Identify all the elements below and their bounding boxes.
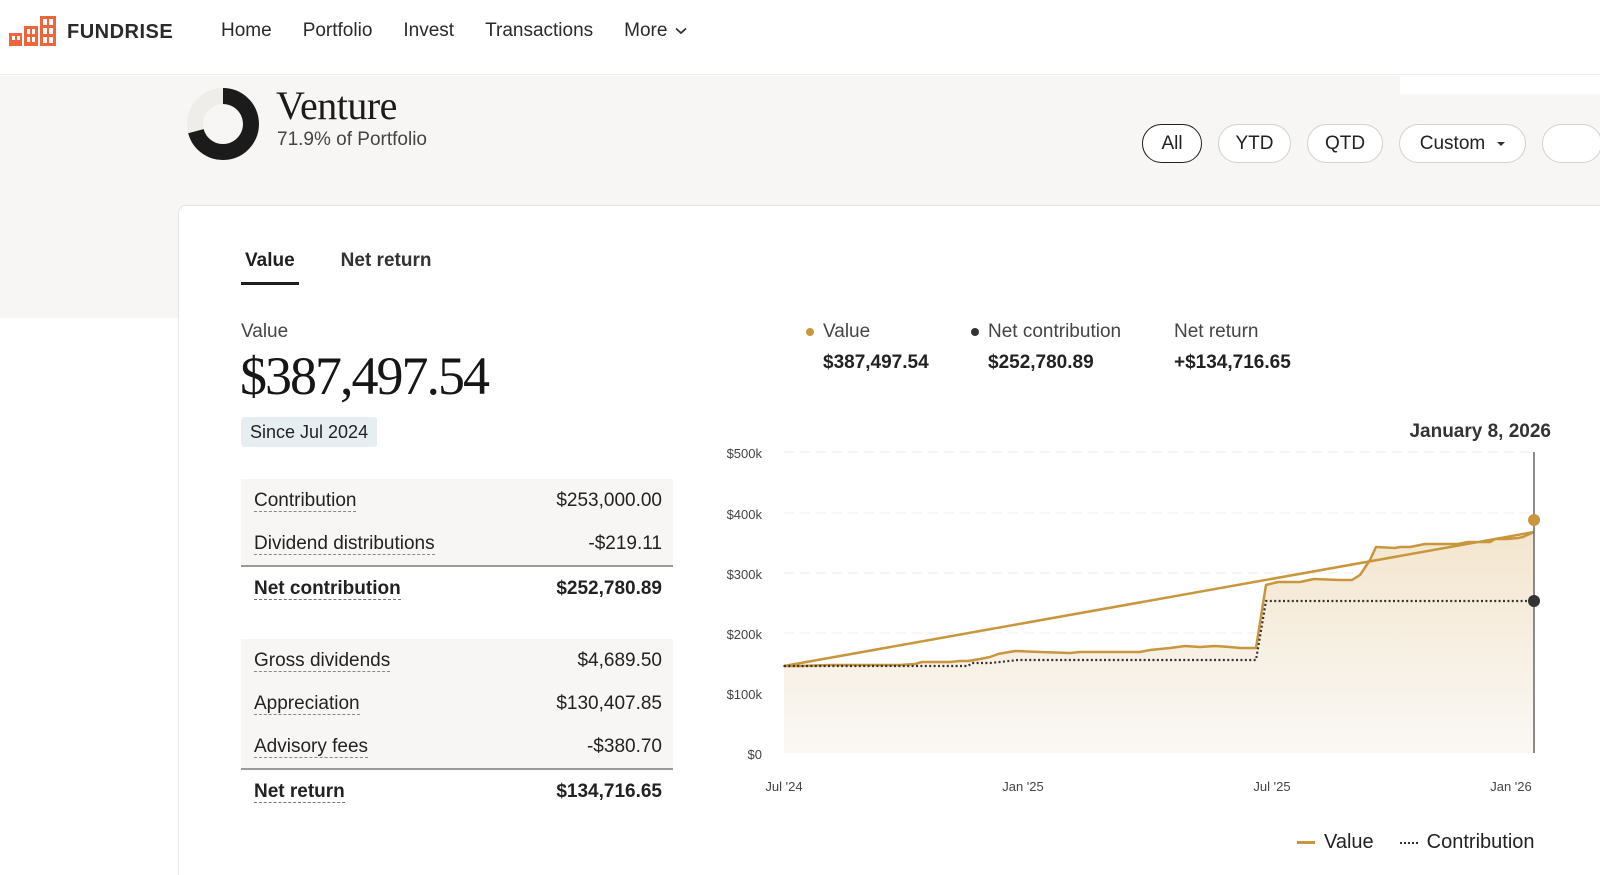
value-chart[interactable]: $500k $400k $300k $200k $100k $0 Jul '24… (700, 410, 1600, 875)
nav-more-label: More (624, 20, 668, 41)
svg-text:Jul '25: Jul '25 (1253, 779, 1290, 794)
return-group: Gross dividends $4,689.50 Appreciation $… (241, 639, 673, 768)
net-return-value: $134,716.65 (556, 780, 662, 802)
since-badge: Since Jul 2024 (241, 417, 378, 447)
contribution-value: $253,000.00 (556, 489, 662, 511)
y-axis-labels: $500k $400k $300k $200k $100k $0 (727, 446, 763, 762)
contribution-group: Contribution $253,000.00 Dividend distri… (241, 479, 673, 565)
legend-contribution[interactable]: Contribution (1399, 831, 1535, 854)
value-line (782, 530, 1536, 668)
legend-contribution-label: Contribution (1426, 831, 1535, 853)
table-row: Appreciation $130,407.85 (241, 682, 673, 725)
dotted-line-icon (1399, 841, 1418, 844)
value-label: Value (241, 321, 289, 342)
svg-text:Jan '25: Jan '25 (1002, 779, 1044, 794)
band-notch (1400, 76, 1600, 94)
table-row-total: Net contribution $252,780.89 (241, 565, 673, 610)
filter-ytd[interactable]: YTD (1218, 124, 1291, 163)
stat-net-return-label: Net return (1174, 321, 1259, 342)
x-axis-labels: Jul '24 Jan '25 Jul '25 Jan '26 (765, 779, 1531, 794)
return-table: Gross dividends $4,689.50 Appreciation $… (241, 639, 673, 813)
table-row: Advisory fees -$380.70 (241, 725, 673, 768)
table-row: Contribution $253,000.00 (241, 479, 673, 522)
solid-line-icon (1297, 841, 1315, 844)
chevron-down-icon (675, 27, 688, 35)
net-contribution-label[interactable]: Net contribution (254, 577, 401, 600)
value-area (784, 532, 1534, 753)
net-return-label[interactable]: Net return (254, 780, 345, 803)
time-range-filters: All YTD QTD Custom (1142, 124, 1600, 163)
stat-value-amount: $387,497.54 (823, 352, 929, 373)
table-row: Gross dividends $4,689.50 (241, 639, 673, 682)
stat-net-return-amount: +$134,716.65 (1174, 352, 1291, 373)
advisory-fees-value: -$380.70 (586, 735, 662, 757)
chart-legend: Value Contribution (1297, 831, 1535, 854)
dividend-distributions-label[interactable]: Dividend distributions (254, 532, 435, 555)
svg-text:$100k: $100k (727, 687, 763, 702)
tab-value[interactable]: Value (241, 250, 299, 285)
filter-ytd-label: YTD (1235, 132, 1274, 154)
appreciation-label[interactable]: Appreciation (254, 692, 360, 715)
filter-qtd[interactable]: QTD (1307, 124, 1383, 163)
top-nav: FUNDRISE Home Portfolio Invest Transacti… (0, 0, 1600, 75)
nav-more[interactable]: More (624, 20, 688, 42)
fundrise-logo[interactable]: FUNDRISE (9, 16, 173, 48)
svg-text:$400k: $400k (727, 507, 763, 522)
nav-invest[interactable]: Invest (403, 20, 455, 41)
nav-transactions[interactable]: Transactions (485, 20, 594, 41)
svg-text:Jan '26: Jan '26 (1490, 779, 1532, 794)
stat-net-return: Net return +$134,716.65 (1174, 321, 1291, 374)
gross-dividends-label[interactable]: Gross dividends (254, 649, 391, 672)
value-dot-icon (806, 328, 814, 336)
chart-stats: Value $387,497.54 Net contribution $252,… (806, 321, 1331, 374)
net-contribution-value: $252,780.89 (556, 577, 662, 599)
svg-text:$300k: $300k (727, 567, 763, 582)
appreciation-value: $130,407.85 (556, 692, 662, 714)
filter-custom-label: Custom (1419, 132, 1486, 154)
tab-net-return[interactable]: Net return (340, 250, 432, 271)
chart-tabs: Value Net return (241, 250, 473, 285)
contribution-label[interactable]: Contribution (254, 489, 357, 512)
stat-net-contribution-label: Net contribution (988, 321, 1122, 342)
main-nav: Home Portfolio Invest Transactions More (221, 20, 718, 42)
contribution-dot-icon (971, 328, 979, 336)
portfolio-share-donut-icon (187, 88, 259, 160)
contribution-line (784, 599, 1534, 668)
value-marker-icon (1528, 514, 1540, 526)
buildings-logo-icon (9, 16, 56, 46)
hover-date: January 8, 2026 (1409, 421, 1551, 442)
filter-all[interactable]: All (1142, 124, 1202, 163)
legend-value[interactable]: Value (1297, 831, 1374, 854)
portfolio-share-text: 71.9% of Portfolio (277, 129, 427, 150)
filter-all-label: All (1161, 132, 1183, 154)
stat-value: Value $387,497.54 (806, 321, 931, 374)
value-amount: $387,497.54 (240, 346, 490, 406)
advisory-fees-label[interactable]: Advisory fees (254, 735, 369, 758)
nav-home[interactable]: Home (221, 20, 272, 41)
table-row-total: Net return $134,716.65 (241, 768, 673, 813)
svg-text:$200k: $200k (727, 627, 763, 642)
stat-net-contribution: Net contribution $252,780.89 (971, 321, 1134, 374)
svg-text:$500k: $500k (727, 446, 763, 461)
legend-value-label: Value (1324, 831, 1374, 853)
gross-dividends-value: $4,689.50 (577, 649, 662, 671)
table-row: Dividend distributions -$219.11 (241, 522, 673, 565)
nav-portfolio[interactable]: Portfolio (302, 20, 373, 41)
filter-qtd-label: QTD (1324, 132, 1366, 154)
filter-custom-dropdown[interactable]: Custom (1399, 124, 1526, 163)
caret-down-icon (1497, 141, 1506, 146)
page-title: Venture (276, 83, 397, 128)
filter-extra-partial[interactable] (1542, 124, 1600, 163)
svg-text:Jul '24: Jul '24 (765, 779, 802, 794)
stat-value-label: Value (823, 321, 871, 342)
contribution-marker-icon (1528, 595, 1540, 607)
line-mask (1534, 410, 1600, 875)
dividend-distributions-value: -$219.11 (588, 532, 662, 554)
contribution-table: Contribution $253,000.00 Dividend distri… (241, 479, 673, 610)
stat-net-contribution-amount: $252,780.89 (988, 352, 1094, 373)
svg-text:$0: $0 (748, 747, 762, 762)
brand-name: FUNDRISE (67, 20, 174, 43)
